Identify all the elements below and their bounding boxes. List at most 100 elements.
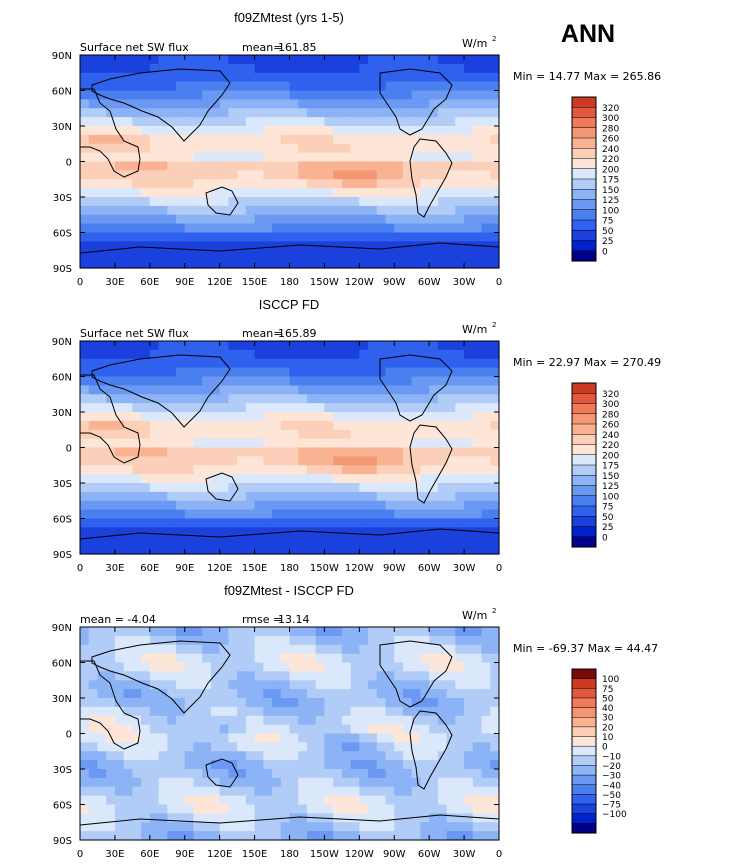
field-cell xyxy=(149,518,160,528)
field-cell xyxy=(359,653,369,664)
field-cell xyxy=(455,63,465,74)
field-cell xyxy=(80,627,90,637)
field-cell xyxy=(80,680,90,690)
field-cell xyxy=(149,760,160,770)
field-cell xyxy=(141,429,151,440)
field-cell xyxy=(106,474,116,484)
field-cell xyxy=(385,134,395,145)
colorbar-segment xyxy=(571,765,597,776)
field-cell xyxy=(254,706,264,717)
field-cell xyxy=(411,376,422,386)
field-cell xyxy=(472,126,483,136)
field-cell xyxy=(376,644,387,655)
field-cell xyxy=(333,349,343,360)
field-cell xyxy=(420,786,430,797)
field-cell xyxy=(210,777,221,788)
field-cell xyxy=(263,420,273,431)
field-cell xyxy=(359,214,369,225)
field-cell xyxy=(219,259,229,269)
field-cell xyxy=(341,349,352,360)
field-cell xyxy=(123,223,133,234)
field-cell xyxy=(167,117,177,127)
field-cell xyxy=(176,706,186,717)
field-cell xyxy=(167,715,177,726)
field-cell xyxy=(219,179,229,189)
panel-1: f09ZMtest (yrs 1-5)Surface net SW flux me… xyxy=(52,10,661,288)
field-cell xyxy=(193,108,203,118)
field-cell xyxy=(228,545,238,555)
field-cell xyxy=(429,465,439,475)
field-cell xyxy=(402,509,413,520)
field-cell xyxy=(149,420,160,431)
field-cell xyxy=(237,760,247,770)
field-cell xyxy=(481,72,491,83)
field-cell xyxy=(80,491,90,502)
field-cell xyxy=(437,795,448,806)
field-cell xyxy=(149,126,160,136)
field-cell xyxy=(280,349,291,360)
field-cell xyxy=(202,259,212,269)
field-cell xyxy=(280,689,291,699)
field-cell xyxy=(359,232,369,242)
field-cell xyxy=(80,813,90,823)
field-cell xyxy=(411,671,422,681)
field-cell xyxy=(106,500,116,511)
field-cell xyxy=(149,205,160,216)
field-cell xyxy=(106,635,116,646)
field-cell xyxy=(254,385,264,395)
field-cell xyxy=(210,117,221,127)
field-cell xyxy=(141,671,151,681)
field-cell xyxy=(158,474,168,484)
field-cell xyxy=(464,760,474,770)
field-cell xyxy=(141,376,151,386)
field-cell xyxy=(245,376,256,386)
field-cell xyxy=(219,134,229,145)
field-cell xyxy=(394,367,404,378)
field-cell xyxy=(176,143,186,154)
field-cell xyxy=(464,491,474,502)
field-cell xyxy=(202,126,212,136)
field-cell xyxy=(228,795,238,806)
field-cell xyxy=(202,117,212,127)
field-cell xyxy=(341,197,352,207)
field-cell xyxy=(298,724,308,735)
field-cell xyxy=(298,698,308,708)
field-cell xyxy=(481,117,491,127)
field-cell xyxy=(219,491,229,502)
field-cell xyxy=(350,527,360,537)
field-cell xyxy=(184,108,195,118)
field-cell xyxy=(167,376,177,386)
field-cell xyxy=(350,751,360,761)
field-cell xyxy=(237,134,247,145)
field-cell xyxy=(132,662,142,672)
field-cell xyxy=(481,627,491,637)
field-cell xyxy=(210,55,221,65)
field-cell xyxy=(88,90,99,100)
field-cell xyxy=(80,376,90,386)
field-cell xyxy=(210,527,221,537)
field-cell xyxy=(455,527,465,537)
colorbar-segment xyxy=(571,803,597,815)
field-cell xyxy=(341,117,352,127)
field-cell xyxy=(333,385,343,395)
field-cell xyxy=(402,117,413,127)
field-cell xyxy=(368,831,378,841)
field-cell xyxy=(289,161,299,171)
field-cell xyxy=(245,724,256,735)
field-cell xyxy=(263,644,273,655)
field-cell xyxy=(123,733,133,743)
field-cell xyxy=(132,786,142,797)
field-cell xyxy=(149,188,160,198)
field-cell xyxy=(123,500,133,511)
field-cell xyxy=(245,349,256,360)
field-cell xyxy=(202,99,212,109)
field-cell xyxy=(333,527,343,537)
field-cell xyxy=(368,143,378,154)
field-cell xyxy=(376,536,387,546)
field-cell xyxy=(306,483,317,493)
field-cell xyxy=(490,491,500,502)
field-cell xyxy=(490,644,500,655)
field-cell xyxy=(254,349,264,360)
field-cell xyxy=(490,108,500,118)
field-cell xyxy=(429,259,439,269)
